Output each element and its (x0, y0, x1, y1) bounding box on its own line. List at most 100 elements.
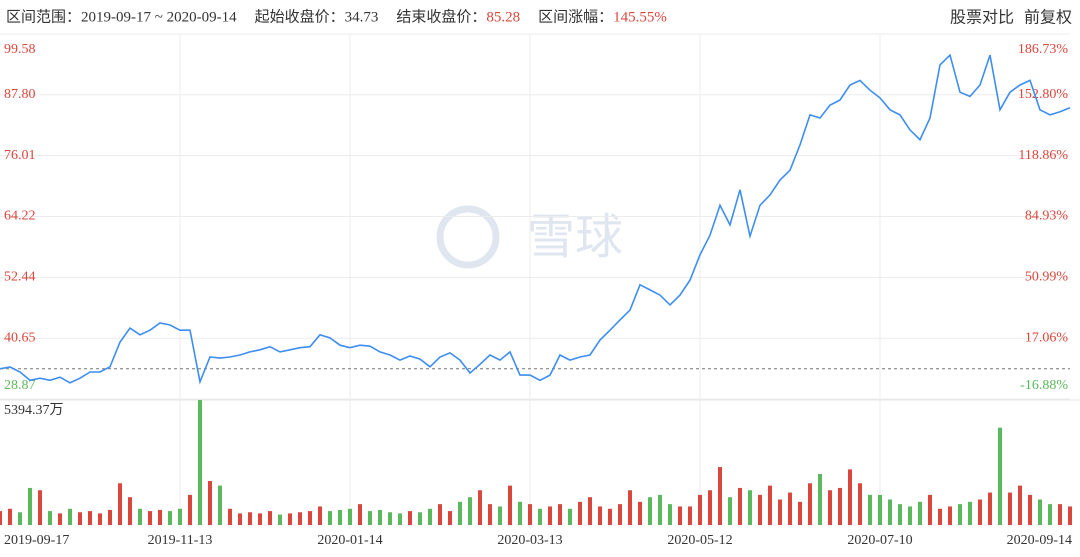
volume-bar (158, 509, 162, 525)
y2-tick-label: 50.99% (1025, 270, 1069, 285)
volume-bar (408, 511, 412, 525)
watermark: 雪球 (436, 205, 623, 269)
volume-bar (148, 511, 152, 525)
volume-bar (368, 511, 372, 525)
stat-label: 区间涨幅： (538, 8, 613, 25)
volume-bar (608, 508, 612, 525)
volume-bar (668, 504, 672, 525)
volume-bar (978, 499, 982, 525)
volume-bar (678, 506, 682, 525)
volume-bar (0, 511, 2, 525)
y2-tick-label: 152.80% (1018, 87, 1069, 102)
stat-value: 34.73 (345, 9, 379, 25)
volume-bar (118, 483, 122, 525)
volume-bar (268, 511, 272, 525)
volume-bar (788, 492, 792, 525)
volume-bar (1058, 504, 1062, 525)
volume-bar (698, 494, 702, 525)
x-tick-label: 2020-01-14 (317, 533, 382, 548)
toolbar-button[interactable]: 股票对比 (950, 8, 1014, 27)
volume-bar (18, 512, 22, 525)
volume-bar (528, 504, 532, 525)
y-tick-label: 52.44 (4, 270, 36, 285)
toolbar-button[interactable]: 前复权 (1024, 8, 1072, 27)
volume-bar (318, 506, 322, 525)
volume-bar (128, 497, 132, 525)
volume-bar (218, 485, 222, 525)
volume-bar (578, 501, 582, 525)
y-tick-label: 99.58 (4, 42, 36, 57)
volume-bar (958, 504, 962, 525)
volume-bar (478, 490, 482, 525)
volume-bar (968, 501, 972, 525)
volume-bar (168, 511, 172, 525)
volume-bar (688, 506, 692, 525)
volume-bar (78, 512, 82, 525)
volume-bar (948, 506, 952, 525)
volume-bar (658, 494, 662, 525)
volume-bar (278, 514, 282, 525)
x-tick-label: 2020-07-10 (847, 533, 912, 548)
volume-bar (228, 508, 232, 525)
volume-bar (758, 494, 762, 525)
volume-bar (418, 512, 422, 525)
date-range: 2019-09-17 ~ 2020-09-14 (81, 9, 237, 25)
volume-bar (208, 480, 212, 525)
stat-label: 结束收盘价： (396, 7, 486, 25)
volume-bar (598, 506, 602, 525)
x-tick-label: 2020-03-13 (497, 533, 562, 548)
volume-bar (298, 512, 302, 525)
y-tick-label: 40.65 (4, 330, 36, 345)
volume-bar (498, 506, 502, 525)
y2-tick-label: 84.93% (1025, 209, 1069, 224)
volume-bar (198, 400, 202, 525)
volume-bar (1008, 492, 1012, 525)
volume-bar (898, 504, 902, 525)
volume-bar (588, 497, 592, 525)
volume-bar (918, 501, 922, 525)
volume-bar (1048, 504, 1052, 525)
volume-bar (388, 512, 392, 525)
volume-bar (308, 511, 312, 525)
stat-value: 85.28 (486, 9, 520, 25)
volume-bar (728, 497, 732, 525)
volume-bar (538, 508, 542, 525)
volume-bar (518, 501, 522, 525)
volume-bar (488, 504, 492, 525)
volume-bar (348, 508, 352, 525)
y2-tick-label: 118.86% (1018, 148, 1068, 163)
volume-bar (638, 501, 642, 525)
volume-bar (848, 469, 852, 525)
range-label: 区间范围： (6, 8, 81, 25)
stat-label: 起始收盘价： (255, 7, 345, 25)
volume-bar (178, 508, 182, 525)
volume-bar (708, 490, 712, 525)
volume-bar (1028, 494, 1032, 525)
volume-bar (718, 467, 722, 525)
price-line (0, 53, 1071, 385)
volume-bar (88, 511, 92, 525)
volume-bar (928, 494, 932, 525)
x-tick-label: 2019-11-13 (148, 533, 213, 548)
volume-bar (1068, 506, 1072, 525)
y-tick-label: 76.01 (4, 148, 36, 163)
volume-bar (818, 474, 822, 525)
volume-bar (908, 506, 912, 525)
volume-bar (138, 508, 142, 525)
volume-bar (428, 508, 432, 525)
y2-tick-label: 17.06% (1025, 330, 1069, 345)
volume-bar (618, 504, 622, 525)
volume-bar (988, 492, 992, 525)
volume-bar (888, 499, 892, 525)
volume-bar (188, 494, 192, 525)
volume-bar (258, 513, 262, 525)
volume-bar (828, 490, 832, 525)
volume-bar (798, 501, 802, 525)
volume-bar (438, 504, 442, 525)
volume-bar (468, 497, 472, 525)
volume-bar (48, 511, 52, 525)
volume-bar (58, 513, 62, 525)
volume-bar (328, 511, 332, 525)
volume-bar (338, 509, 342, 525)
